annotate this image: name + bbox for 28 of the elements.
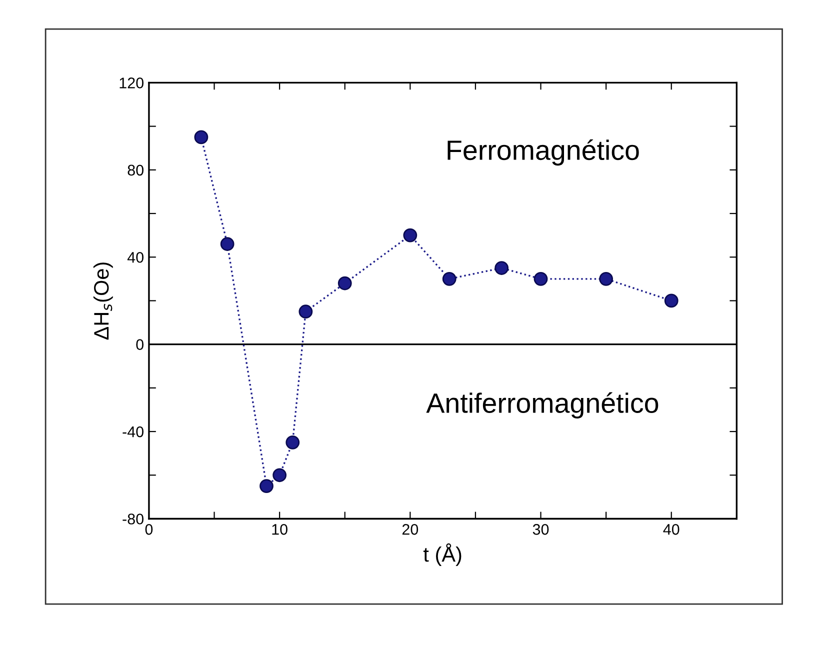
- x-tick-label: 10: [272, 524, 288, 535]
- point: [338, 276, 352, 290]
- y-tick-label: 40: [127, 252, 144, 263]
- point: [442, 272, 456, 286]
- y-axis-title: ΔH$_{s}$(Oe): [93, 262, 113, 340]
- y-tick-label: 120: [120, 78, 144, 88]
- y-tick-label: 80: [128, 164, 144, 176]
- point: [272, 468, 287, 482]
- point: [220, 237, 234, 251]
- point: [534, 272, 548, 286]
- x-tick-label: 30: [532, 524, 549, 535]
- y-tick-label: -80: [122, 514, 144, 524]
- x-tick-label: 40: [663, 524, 680, 535]
- point: [599, 272, 614, 286]
- point: [260, 479, 274, 493]
- point: [194, 130, 208, 144]
- y-tick-label: 0: [136, 339, 144, 350]
- x-axis-title: t (Å): [423, 543, 462, 566]
- point: [403, 228, 418, 242]
- point: [664, 294, 678, 308]
- point: [286, 435, 300, 450]
- point: [494, 261, 509, 275]
- point: [298, 304, 313, 319]
- x-tick-label: 20: [402, 524, 418, 535]
- x-tick-label: 0: [145, 524, 153, 535]
- annotation: Antiferromagnético: [426, 392, 658, 418]
- annotation: Ferromagnético: [448, 139, 639, 166]
- y-tick-label: -40: [122, 426, 144, 438]
